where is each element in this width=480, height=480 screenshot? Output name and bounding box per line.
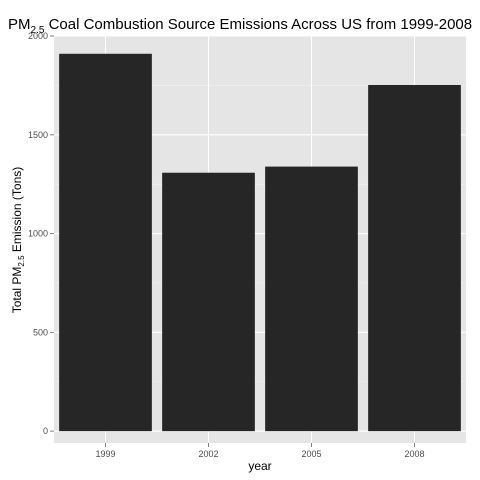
bar-2008 xyxy=(368,84,461,432)
bar-2002 xyxy=(162,172,255,432)
x-tick-label: 1999 xyxy=(95,449,115,459)
bar-2005 xyxy=(265,166,358,432)
y-tick-label: 2000 xyxy=(28,31,48,41)
x-tick-label: 2002 xyxy=(198,449,218,459)
y-tick-label: 1000 xyxy=(28,229,48,239)
chart-title: PM2.5 Coal Combustion Source Emissions A… xyxy=(8,16,472,36)
y-tick-label: 1500 xyxy=(28,130,48,140)
x-axis-ticks: 1999 2002 2005 2008 xyxy=(95,443,425,459)
x-tick-label: 2008 xyxy=(404,449,424,459)
y-axis-title: Total PM2.5 Emission (Tons) xyxy=(10,167,26,314)
y-tick-label: 500 xyxy=(33,327,48,337)
y-axis-ticks: 0 500 1000 1500 2000 xyxy=(28,31,54,436)
y-tick-label: 0 xyxy=(43,426,48,436)
x-tick-label: 2005 xyxy=(301,449,321,459)
x-axis-title: year xyxy=(248,459,271,473)
bars xyxy=(59,53,461,432)
bar-1999 xyxy=(59,53,152,432)
